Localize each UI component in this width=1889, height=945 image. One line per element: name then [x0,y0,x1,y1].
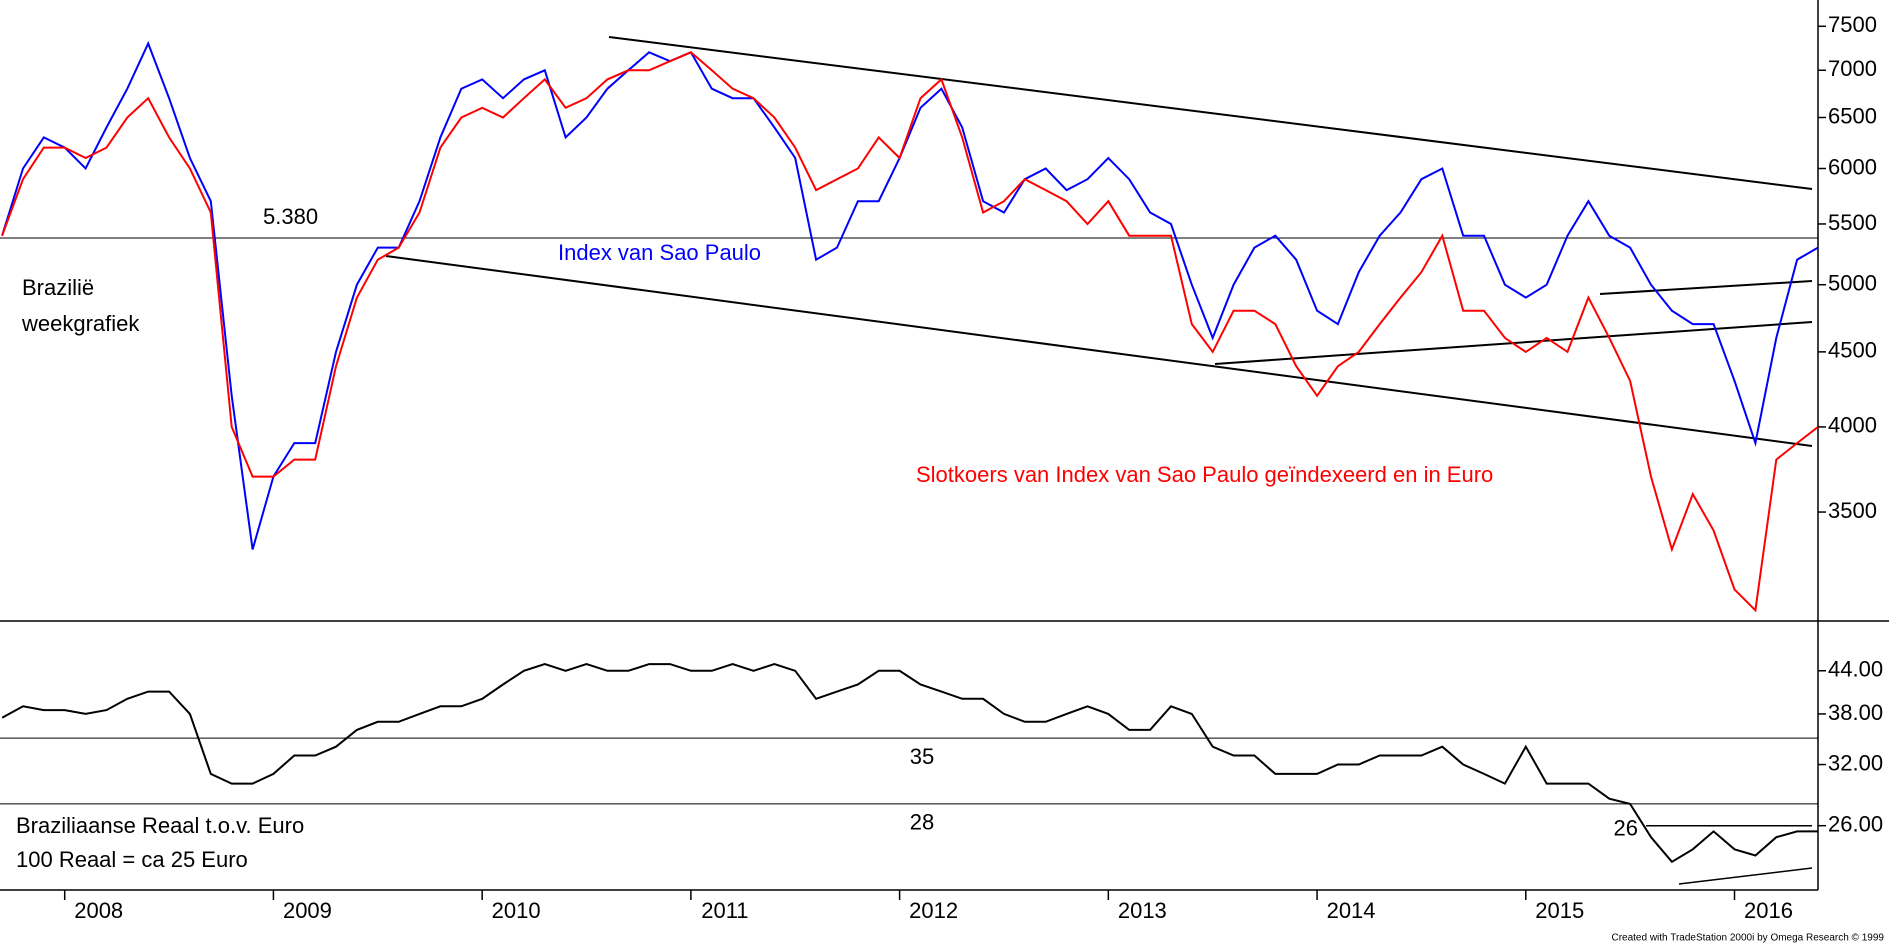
reference-label: 35 [910,744,934,769]
x-tick-label: 2009 [283,898,332,923]
x-tick-label: 2013 [1118,898,1167,923]
trend-line [1599,280,1813,295]
annotation: 100 Reaal = ca 25 Euro [16,847,248,872]
reference-label: 5.380 [263,204,318,229]
x-tick-label: 2014 [1327,898,1376,923]
y-tick-label: 5000 [1828,271,1877,296]
y-tick-label: 4500 [1828,338,1877,363]
series-line [1,51,1819,613]
y-tick-label: 4000 [1828,413,1877,438]
annotation: Brazilië [22,275,94,300]
trend-line [608,36,1813,190]
y-tick-label: 7500 [1828,12,1877,37]
x-tick-label: 2008 [74,898,123,923]
series-label: Braziliaanse Reaal t.o.v. Euro [16,813,304,838]
x-tick-label: 2016 [1744,898,1793,923]
y-tick-label: 44.00 [1828,657,1883,682]
y-tick-label: 3500 [1828,498,1877,523]
series-line [1,40,1819,550]
footer: Created with TradeStation 2000i by Omega… [1611,933,1884,944]
y-tick-label: 6000 [1828,154,1877,179]
y-tick-label: 38.00 [1828,700,1883,725]
reference-label: 28 [910,810,934,835]
y-tick-label: 5500 [1828,210,1877,235]
x-tick-label: 2011 [701,898,748,923]
series-label: Slotkoers van Index van Sao Paulo geïnde… [916,462,1493,487]
y-tick-label: 32.00 [1828,750,1883,775]
series-label: Index van Sao Paulo [558,240,761,265]
y-tick-label: 7000 [1828,56,1877,81]
trend-line [385,255,1813,447]
x-tick-label: 2015 [1535,898,1584,923]
trend-line [1678,867,1813,885]
y-tick-label: 6500 [1828,103,1877,128]
annotation: weekgrafiek [21,311,140,336]
x-tick-label: 2012 [909,898,958,923]
series-line [1,663,1818,864]
x-tick-label: 2010 [492,898,541,923]
level-label: 26 [1614,816,1638,841]
y-tick-label: 26.00 [1828,812,1883,837]
